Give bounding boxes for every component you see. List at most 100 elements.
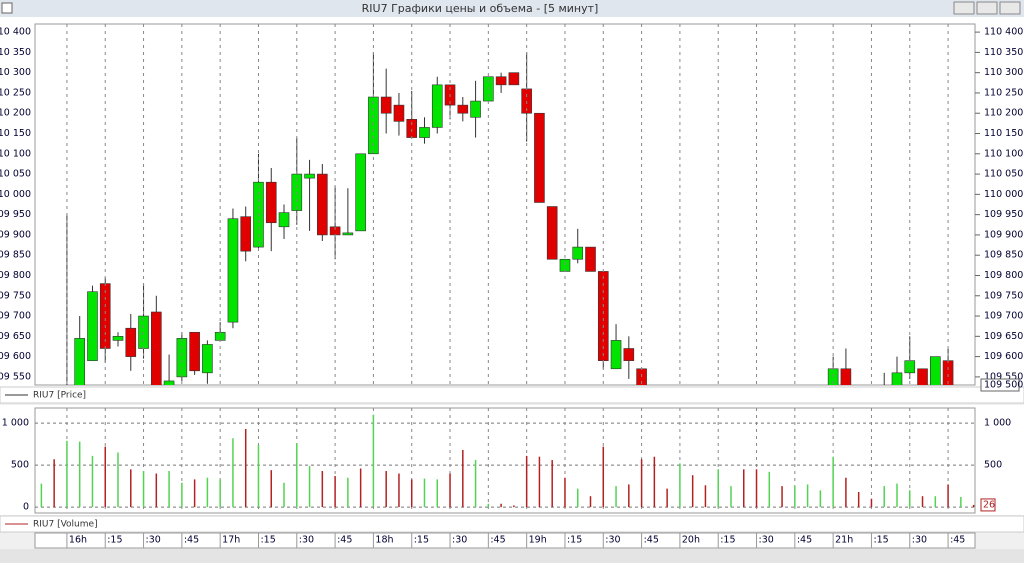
y-tick-label: 110 350: [984, 47, 1023, 58]
x-tick-label: 16h: [69, 535, 87, 546]
candle-body: [99, 283, 111, 349]
y-tick-label: 110 000: [0, 189, 31, 200]
candle-body: [572, 246, 584, 260]
candle-body: [176, 338, 188, 378]
last-price-box: [980, 378, 1020, 392]
y-tick-label: 110 350: [0, 47, 31, 58]
last-volume-label: 26: [983, 499, 995, 510]
candle-body: [585, 246, 596, 272]
candle-body: [265, 181, 277, 224]
y-tick-label: 110 100: [984, 148, 1023, 159]
x-tick-label: :30: [759, 535, 774, 546]
y-tick-label: 110 300: [984, 67, 1023, 78]
y-tick-label: 110 400: [984, 27, 1023, 38]
x-tick-label: :30: [299, 535, 314, 546]
candle-body: [495, 76, 507, 86]
y-tick-label: 109 850: [0, 250, 31, 261]
x-tick-label: :15: [720, 535, 735, 546]
candle-body: [163, 380, 175, 385]
candle-body: [508, 72, 520, 86]
volume-plot: [34, 407, 976, 514]
candle-body: [112, 336, 124, 341]
x-tick-label: :15: [260, 535, 275, 546]
y-tick-label: 110 250: [0, 87, 31, 98]
x-tick-label: :45: [644, 535, 659, 546]
y-tick-label: 110 250: [984, 87, 1023, 98]
time-axis: [34, 532, 976, 549]
candle-body: [891, 372, 903, 385]
candle-body: [368, 96, 379, 155]
x-tick-label: :15: [107, 535, 122, 546]
window-buttons[interactable]: [953, 1, 1021, 15]
x-tick-label: :15: [873, 535, 888, 546]
y-tick-label: 109 550: [984, 371, 1023, 382]
candle-body: [202, 344, 213, 374]
volume-legend-row: [0, 515, 1024, 533]
x-tick-label: :30: [452, 535, 467, 546]
x-tick-label: 21h: [835, 535, 853, 546]
y-tick-label: 109 750: [984, 290, 1023, 301]
y-tick-label: 109 800: [0, 270, 31, 281]
window-title: RIU7 Графики цены и объема - [5 минут]: [362, 2, 599, 15]
x-tick-label: 19h: [529, 535, 547, 546]
candle-body: [87, 291, 98, 361]
y-tick-label: 109 700: [0, 311, 31, 322]
x-tick-label: :30: [146, 535, 161, 546]
y-tick-label: 109 900: [0, 229, 31, 240]
y-tick-label: 109 900: [984, 229, 1023, 240]
y-tick-label: 110 200: [984, 108, 1023, 119]
maximize-button[interactable]: [976, 1, 998, 15]
candle-body: [355, 153, 366, 232]
volume-tick-label: 500: [11, 460, 29, 471]
last-volume-box: [980, 498, 996, 512]
volume-tick-label: 500: [984, 460, 1002, 471]
volume-tick-label: 1 000: [2, 418, 29, 429]
volume-tick-label: 0: [23, 502, 29, 513]
y-tick-label: 109 950: [984, 209, 1023, 220]
candle-body: [240, 216, 252, 252]
candle-body: [304, 173, 315, 179]
x-tick-label: 20h: [682, 535, 700, 546]
y-tick-label: 109 650: [0, 331, 31, 342]
y-tick-label: 110 200: [0, 108, 31, 119]
y-tick-label: 109 600: [0, 351, 31, 362]
y-tick-label: 109 850: [984, 250, 1023, 261]
candle-body: [610, 340, 622, 370]
y-tick-label: 110 150: [984, 128, 1023, 139]
candle-body: [227, 218, 239, 323]
candle-body: [546, 206, 558, 260]
x-tick-label: 17h: [222, 535, 240, 546]
y-tick-label: 110 400: [0, 27, 31, 38]
price-legend-row: [0, 386, 1024, 404]
last-price-label: 109 500: [984, 380, 1023, 391]
close-button[interactable]: [999, 1, 1021, 15]
y-tick-label: 110 000: [984, 189, 1023, 200]
volume-legend: RIU7 [Volume]: [33, 520, 98, 530]
y-tick-label: 110 150: [0, 128, 31, 139]
candle-body: [151, 311, 162, 385]
scrollbar[interactable]: [0, 549, 1024, 563]
candle-body: [457, 104, 469, 114]
candle-body: [278, 212, 290, 228]
y-tick-label: 109 950: [0, 209, 31, 220]
candle-body: [317, 173, 328, 236]
x-tick-label: :45: [490, 535, 505, 546]
y-tick-label: 110 300: [0, 67, 31, 78]
price-legend: RIU7 [Price]: [33, 391, 86, 401]
candle-body: [623, 348, 635, 361]
x-tick-label: 18h: [375, 535, 393, 546]
candle-body: [419, 127, 430, 138]
minimize-button[interactable]: [953, 1, 975, 15]
title-bar: [0, 0, 1024, 17]
x-tick-label: :45: [797, 535, 812, 546]
candle-body: [393, 104, 405, 122]
x-tick-label: :15: [414, 535, 429, 546]
window-icon: [1, 2, 13, 14]
candle-body: [534, 112, 545, 203]
y-tick-label: 109 750: [0, 290, 31, 301]
y-tick-label: 109 650: [984, 331, 1023, 342]
y-tick-label: 110 100: [0, 148, 31, 159]
y-tick-label: 110 050: [0, 169, 31, 180]
